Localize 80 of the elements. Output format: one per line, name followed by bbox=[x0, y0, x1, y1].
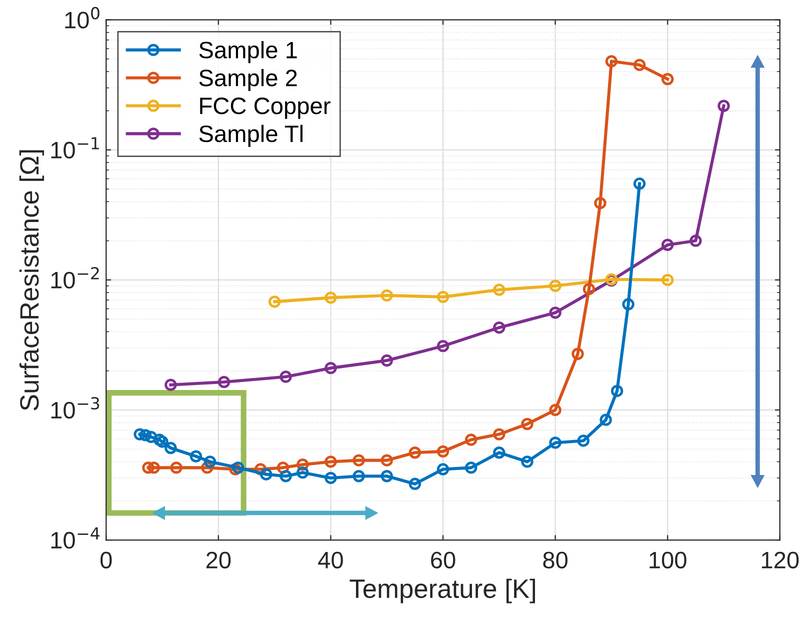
legend-label: FCC Copper bbox=[200, 98, 330, 119]
point bbox=[690, 234, 702, 247]
point bbox=[493, 284, 506, 296]
point bbox=[153, 434, 166, 446]
point bbox=[661, 238, 674, 251]
point bbox=[144, 430, 158, 444]
point bbox=[380, 289, 393, 302]
point bbox=[493, 446, 506, 459]
point bbox=[661, 274, 674, 286]
point bbox=[190, 450, 202, 462]
point bbox=[280, 470, 292, 482]
point bbox=[324, 292, 337, 304]
x-tick-label: 60 bbox=[431, 552, 456, 568]
point bbox=[600, 414, 612, 426]
point bbox=[260, 468, 272, 480]
point bbox=[296, 466, 309, 479]
point bbox=[380, 454, 393, 466]
point bbox=[352, 470, 365, 482]
point bbox=[164, 378, 177, 391]
point bbox=[139, 429, 152, 442]
point bbox=[633, 58, 646, 72]
point bbox=[521, 456, 534, 468]
point bbox=[464, 434, 478, 446]
legend-label: Sample 2 bbox=[199, 69, 297, 92]
point bbox=[549, 404, 562, 416]
point bbox=[380, 354, 393, 367]
point bbox=[324, 362, 337, 374]
point bbox=[577, 434, 590, 447]
point bbox=[436, 463, 450, 476]
y-tick-label: 10$^{−2}$ bbox=[51, 267, 99, 289]
y-tick-label: 10$^{0}$ bbox=[65, 6, 100, 28]
point bbox=[380, 470, 393, 482]
point bbox=[605, 55, 618, 68]
point bbox=[170, 462, 182, 474]
point bbox=[148, 462, 160, 474]
point bbox=[436, 290, 450, 304]
point bbox=[594, 196, 606, 210]
point bbox=[324, 456, 337, 468]
point bbox=[218, 376, 230, 388]
legend-label: Sample 1 bbox=[199, 41, 297, 64]
point bbox=[408, 478, 422, 490]
y-tick-label: 10$^{−1}$ bbox=[51, 137, 99, 159]
y-tick-label: 10$^{−3}$ bbox=[51, 397, 100, 419]
point bbox=[610, 384, 624, 398]
y-axis-title: SurfaceResistance [Ω] bbox=[19, 150, 44, 410]
point bbox=[280, 370, 292, 383]
x-axis-title: Temperature [K] bbox=[350, 578, 535, 604]
point bbox=[436, 340, 450, 352]
point bbox=[204, 456, 216, 468]
point bbox=[142, 462, 154, 474]
x-tick-label: 40 bbox=[318, 552, 343, 568]
x-tick-label: 100 bbox=[650, 552, 686, 568]
point bbox=[549, 306, 562, 319]
point bbox=[464, 462, 478, 474]
point bbox=[156, 436, 168, 448]
point bbox=[324, 472, 337, 484]
x-tick-label: 0 bbox=[100, 552, 112, 568]
point bbox=[549, 436, 562, 449]
point bbox=[661, 73, 674, 86]
y-tick-label: 10$^{−4}$ bbox=[51, 527, 100, 549]
legend-label: Sample Tl bbox=[199, 124, 303, 147]
x-tick-label: 120 bbox=[762, 552, 799, 568]
point bbox=[164, 442, 177, 454]
point bbox=[493, 428, 506, 440]
point bbox=[352, 454, 365, 466]
point bbox=[493, 321, 506, 334]
point bbox=[436, 445, 450, 458]
point bbox=[408, 446, 422, 459]
point bbox=[521, 418, 534, 430]
point bbox=[622, 298, 634, 310]
point bbox=[572, 348, 584, 360]
point bbox=[268, 296, 281, 308]
x-tick-label: 20 bbox=[206, 552, 231, 568]
point bbox=[549, 280, 562, 292]
x-tick-label: 80 bbox=[543, 552, 568, 568]
point bbox=[134, 428, 146, 440]
point bbox=[633, 178, 646, 190]
point bbox=[582, 282, 596, 296]
point bbox=[718, 100, 730, 112]
point bbox=[232, 462, 244, 474]
